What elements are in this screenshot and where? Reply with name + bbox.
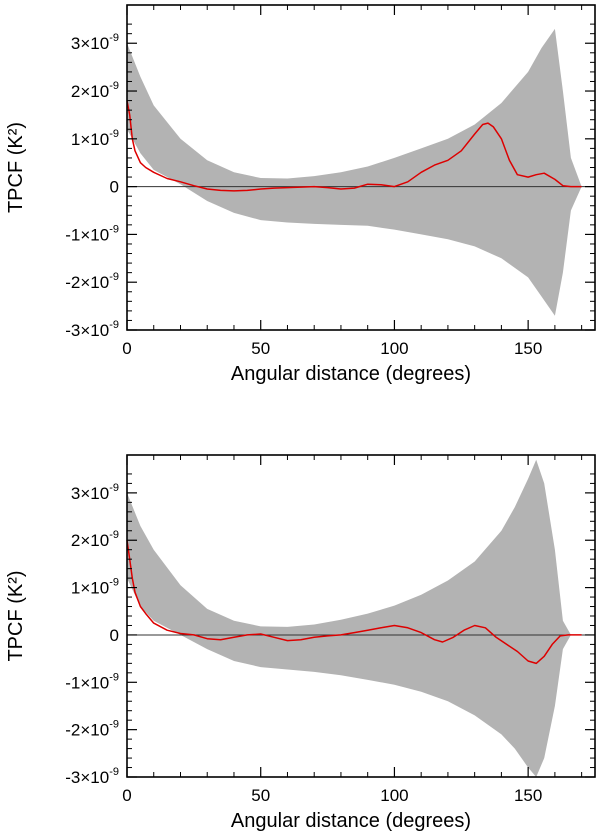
y-tick-exponent: -9 [109,577,119,589]
y-tick-label: -2×10-9 [65,271,119,292]
chart-panel-1: 0 50 100 150 3×10-9 2×10-9 1×10-9 0 -1×10-9 -2×10… [5,4,596,385]
y-axis-title: TPCF (K²) [5,122,27,213]
y-tick-label: 0 [110,626,119,645]
x-tick-label: 0 [122,786,131,805]
y-tick-exponent: -9 [109,271,119,283]
y-tick-label: 0 [110,178,119,197]
series-line-1 [126,100,582,192]
y-tick-exponent: -9 [109,671,119,683]
series-line-1 [126,540,582,665]
x-axis-title: Angular distance (degrees) [231,810,471,832]
y-tick-exponent: -9 [109,529,119,541]
y-tick-label: 2×10-9 [71,80,119,101]
y-tick-exponent: -9 [109,223,119,235]
y-tick-exponent: -9 [109,128,119,140]
y-tick-label: 1×10-9 [71,128,119,149]
x-tick-label: 50 [251,786,270,805]
uncertainty-band [127,459,571,777]
x-tick-label: 50 [251,339,270,358]
x-tick-label: 100 [380,786,408,805]
y-tick-label: -1×10-9 [65,223,119,244]
y-tick-exponent: -9 [109,80,119,92]
y-tick-label: -3×10-9 [65,319,119,340]
x-axis-title: Angular distance (degrees) [231,363,471,385]
x-tick-label: 150 [514,339,542,358]
x-tick-label: 150 [514,786,542,805]
y-tick-exponent: -9 [109,319,119,331]
y-tick-exponent: -9 [109,32,119,44]
y-tick-exponent: -9 [109,482,119,494]
y-axis-title: TPCF (K²) [5,570,27,661]
uncertainty-band [127,28,582,316]
y-tick-label: -3×10-9 [65,766,119,787]
y-tick-label: 3×10-9 [71,482,119,503]
y-tick-label: -1×10-9 [65,671,119,692]
y-tick-exponent: -9 [109,766,119,778]
y-tick-label: 3×10-9 [71,32,119,53]
y-tick-exponent: -9 [109,719,119,731]
y-tick-label: 2×10-9 [71,529,119,550]
y-tick-label: 1×10-9 [71,577,119,598]
x-tick-label: 0 [122,339,131,358]
x-tick-label: 100 [380,339,408,358]
y-tick-label: -2×10-9 [65,719,119,740]
chart-panel-2: 0 50 100 150 3×10-9 2×10-9 1×10-9 0 -1×10-9 -2×10… [5,454,596,832]
